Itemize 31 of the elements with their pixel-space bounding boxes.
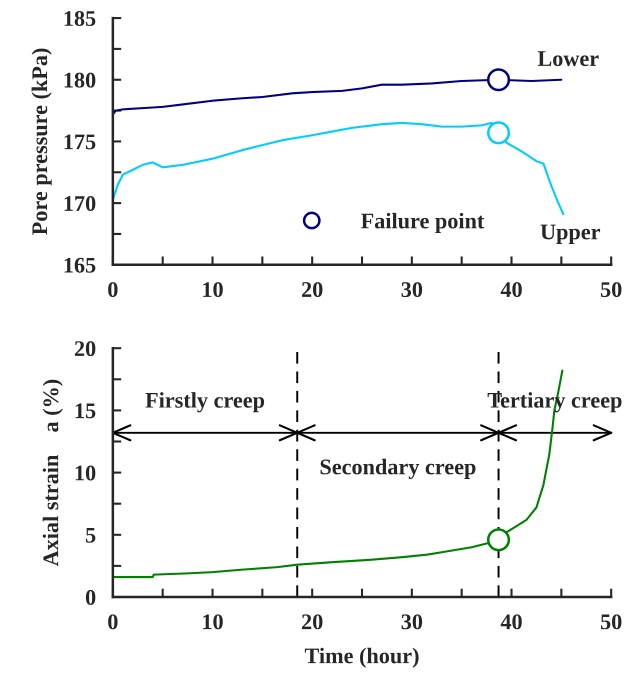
- series-label: Lower: [538, 51, 599, 66]
- x-tick-label: 40: [500, 282, 522, 298]
- x-tick-label: 20: [302, 614, 322, 630]
- y-tick-label: 180: [64, 72, 96, 88]
- annotation: Secondary creep: [320, 458, 476, 480]
- x-tick-label: 0: [108, 614, 118, 630]
- x-tick-label: 30: [402, 282, 422, 298]
- x-tick-label: 10: [203, 282, 223, 298]
- y-tick-label: 165: [64, 258, 96, 273]
- x-tick-label: 0: [108, 282, 118, 298]
- y-axis-title: Axial strain a (%): [42, 380, 63, 566]
- x-tick-label: 40: [500, 614, 522, 630]
- y-axis-title: Pore pressure (kPa): [32, 48, 52, 235]
- y-tick-label: 20: [74, 341, 96, 356]
- x-tick-label: 20: [302, 282, 322, 298]
- series-label: Upper: [540, 224, 600, 244]
- x-tick-label: 10: [203, 614, 223, 630]
- line-series: [112, 370, 564, 578]
- y-tick-label: 15: [76, 403, 96, 418]
- x-tick-label: 50: [600, 614, 622, 630]
- annotation: Firstly creep: [145, 392, 264, 412]
- y-tick-label: 170: [64, 196, 96, 212]
- y-tick-label: 5: [86, 528, 96, 543]
- y-tick-label: 0: [86, 590, 96, 605]
- x-axis-title: Time (hour): [304, 648, 419, 668]
- y-tick-label: 175: [64, 134, 96, 150]
- y-tick-label: 10: [76, 466, 96, 481]
- x-tick-label: 50: [600, 282, 622, 298]
- y-tick-label: 185: [64, 11, 96, 26]
- x-tick-label: 30: [402, 614, 422, 630]
- legend-label: Failure point: [361, 212, 484, 233]
